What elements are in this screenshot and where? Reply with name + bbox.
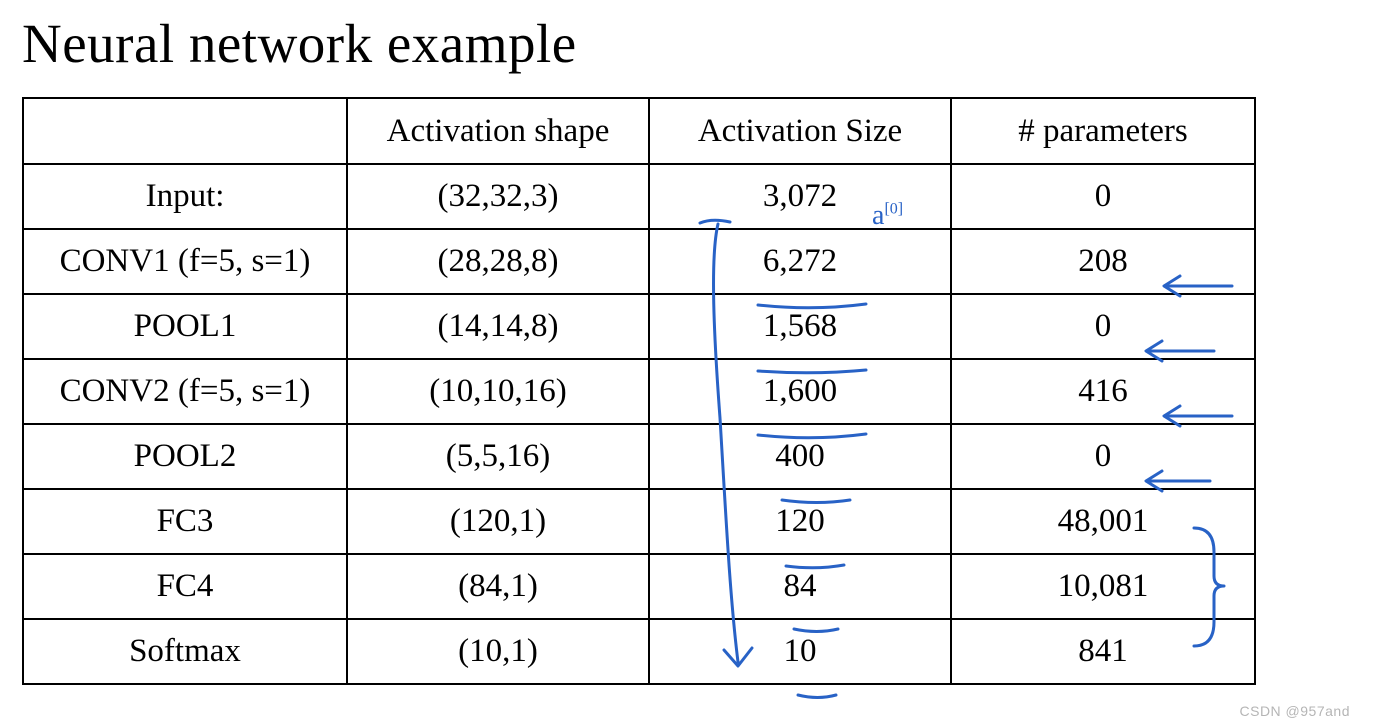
cell-params: 416 bbox=[951, 359, 1255, 424]
table-row: CONV2 (f=5, s=1) (10,10,16) 1,600 416 bbox=[23, 359, 1255, 424]
cell-layer: CONV1 (f=5, s=1) bbox=[23, 229, 347, 294]
cell-shape: (120,1) bbox=[347, 489, 649, 554]
cell-layer: POOL1 bbox=[23, 294, 347, 359]
cell-shape: (28,28,8) bbox=[347, 229, 649, 294]
cell-layer: Input: bbox=[23, 164, 347, 229]
cell-params: 0 bbox=[951, 424, 1255, 489]
cell-size: 1,600 bbox=[649, 359, 951, 424]
cell-shape: (84,1) bbox=[347, 554, 649, 619]
cell-shape: (14,14,8) bbox=[347, 294, 649, 359]
cell-params: 10,081 bbox=[951, 554, 1255, 619]
table-row: POOL1 (14,14,8) 1,568 0 bbox=[23, 294, 1255, 359]
table-row: FC4 (84,1) 84 10,081 bbox=[23, 554, 1255, 619]
cell-size: 84 bbox=[649, 554, 951, 619]
col-header-shape: Activation shape bbox=[347, 98, 649, 164]
cell-params: 0 bbox=[951, 294, 1255, 359]
cell-layer: POOL2 bbox=[23, 424, 347, 489]
cell-params: 841 bbox=[951, 619, 1255, 684]
cell-layer: FC4 bbox=[23, 554, 347, 619]
cell-shape: (5,5,16) bbox=[347, 424, 649, 489]
cell-layer: FC3 bbox=[23, 489, 347, 554]
cell-size: 6,272 bbox=[649, 229, 951, 294]
cell-shape: (32,32,3) bbox=[347, 164, 649, 229]
table-row: Input: (32,32,3) 3,072 0 bbox=[23, 164, 1255, 229]
cell-layer: CONV2 (f=5, s=1) bbox=[23, 359, 347, 424]
table-header-row: Activation shape Activation Size # param… bbox=[23, 98, 1255, 164]
cell-params: 0 bbox=[951, 164, 1255, 229]
cell-params: 48,001 bbox=[951, 489, 1255, 554]
col-header-params: # parameters bbox=[951, 98, 1255, 164]
cell-params: 208 bbox=[951, 229, 1255, 294]
table-row: Softmax (10,1) 10 841 bbox=[23, 619, 1255, 684]
cell-shape: (10,10,16) bbox=[347, 359, 649, 424]
watermark: CSDN @957and bbox=[1240, 703, 1351, 719]
table-row: POOL2 (5,5,16) 400 0 bbox=[23, 424, 1255, 489]
col-header-layer bbox=[23, 98, 347, 164]
annotation-underline-10 bbox=[798, 690, 838, 708]
cell-layer: Softmax bbox=[23, 619, 347, 684]
cell-size: 10 bbox=[649, 619, 951, 684]
table-row: FC3 (120,1) 120 48,001 bbox=[23, 489, 1255, 554]
cell-size: 120 bbox=[649, 489, 951, 554]
col-header-size: Activation Size bbox=[649, 98, 951, 164]
table-row: CONV1 (f=5, s=1) (28,28,8) 6,272 208 bbox=[23, 229, 1255, 294]
cell-size: 400 bbox=[649, 424, 951, 489]
nn-table: Activation shape Activation Size # param… bbox=[22, 97, 1256, 685]
slide-title: Neural network example bbox=[22, 12, 1364, 75]
cell-size: 3,072 bbox=[649, 164, 951, 229]
cell-shape: (10,1) bbox=[347, 619, 649, 684]
cell-size: 1,568 bbox=[649, 294, 951, 359]
